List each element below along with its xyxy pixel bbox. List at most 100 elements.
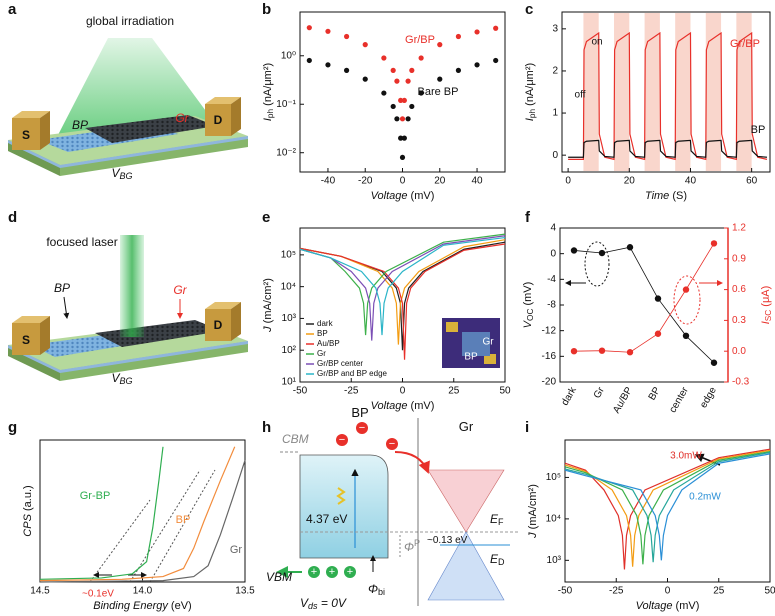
gr-label: Gr	[173, 283, 187, 297]
annotation: 0.2mW	[689, 492, 721, 503]
y-tick-label: 10⁵	[546, 472, 561, 483]
data-point	[394, 116, 400, 122]
inset-electrode	[484, 354, 496, 364]
text-run: (mA/cm²)	[262, 278, 274, 326]
y-tick-label: 10⁵	[281, 250, 296, 261]
x-axis-label: Time (S)	[645, 190, 687, 202]
data-point	[405, 116, 411, 122]
x-tick-label: 25	[448, 386, 460, 397]
x-tick-label: 0	[565, 176, 571, 187]
text-run: P	[414, 538, 420, 548]
x-tick-label: 25	[713, 586, 725, 597]
y-tick-label: 3	[552, 23, 558, 34]
series-label: Gr	[230, 544, 243, 556]
annotation: BP	[464, 352, 478, 363]
laser-beam	[120, 235, 144, 337]
hole-sign: +	[347, 566, 353, 578]
text-run: (a.u.)	[22, 485, 34, 514]
panel-label: i	[525, 419, 529, 436]
text-run: (mV)	[673, 600, 700, 612]
text-run: E	[490, 552, 499, 566]
data-point	[493, 25, 499, 31]
data-point	[343, 67, 350, 73]
text-run: I	[262, 118, 274, 121]
hole-sign: +	[329, 566, 335, 578]
y-tick-label: 10⁴	[546, 514, 561, 525]
y-tick-label: 10²	[282, 345, 297, 356]
x-axis-label: Voltage (mV)	[636, 600, 700, 612]
legend-label: BP	[317, 329, 328, 338]
on-period	[644, 13, 660, 171]
gate-label: VBG	[111, 371, 132, 386]
data-point	[682, 286, 690, 293]
y-tick-label: -16	[542, 351, 557, 362]
caption: global irradiation	[86, 14, 174, 28]
data-point	[405, 78, 411, 84]
isc-ellipse	[673, 275, 701, 325]
text-run: Gr	[175, 111, 189, 125]
drain-label: D	[214, 318, 223, 332]
annotation: 3.0mW	[670, 451, 702, 462]
plot-frame	[561, 11, 771, 173]
text-run: D	[214, 113, 223, 127]
y-tick-label: 10⁰	[281, 50, 296, 61]
data-point	[409, 103, 415, 110]
x-tick-label: 20	[624, 176, 636, 187]
voc-ellipse	[584, 241, 610, 287]
text-run: Voltage	[371, 400, 408, 412]
series-label: BP	[176, 514, 191, 526]
series-line	[299, 235, 506, 341]
data-point	[710, 240, 718, 247]
x-tick-label: 60	[746, 176, 758, 187]
text-run: (mV)	[408, 400, 435, 412]
text-run: (nA/μm²)	[262, 63, 274, 109]
y-axis-label: J (mA/cm²)	[262, 278, 274, 333]
y-tick-label: 10¹	[282, 377, 297, 388]
y-tick-label: -4	[547, 274, 556, 285]
source-label: S	[22, 333, 30, 347]
data-point	[654, 330, 662, 337]
series-line	[39, 446, 164, 580]
data-point	[598, 347, 606, 354]
on-period	[614, 13, 630, 171]
phi-bi-label: Φbi	[368, 582, 385, 597]
data-point	[455, 67, 462, 73]
series-line	[573, 243, 715, 353]
series-line	[564, 453, 771, 561]
data-point	[626, 349, 634, 356]
x-tick-label: 50	[764, 586, 775, 597]
device-illustration-a: global irradiation S D BP Gr VBG	[8, 14, 248, 181]
y2-axis-label: ISC (μA)	[760, 286, 773, 325]
x-tick-label: 40	[685, 176, 697, 187]
data-point	[474, 29, 480, 35]
data-point	[398, 135, 404, 141]
x-tick-label: -25	[344, 386, 359, 397]
data-point	[399, 154, 406, 161]
text-run: (mV)	[522, 282, 534, 309]
data-point	[437, 76, 443, 82]
legend-label: Au/BP	[317, 339, 340, 348]
text-run: BG	[120, 376, 133, 386]
data-point	[654, 295, 662, 302]
y2-tick-label: 0.6	[732, 284, 746, 295]
series-label: Bare BP	[418, 86, 459, 98]
inset-electrode	[446, 322, 458, 332]
text-run: BP	[72, 118, 88, 132]
text-run: Time	[645, 190, 669, 202]
legend-label: Gr	[317, 349, 326, 358]
y-tick-label: 10⁴	[281, 281, 296, 292]
data-point	[570, 348, 578, 355]
data-point	[455, 33, 462, 40]
text-run: V	[522, 319, 534, 328]
on-period	[675, 13, 691, 171]
cbm-label: CBM	[282, 432, 309, 446]
x-tick-label: edge	[698, 385, 719, 410]
panel-label: c	[525, 1, 533, 18]
x-tick-label: 0	[665, 586, 671, 597]
x-tick-label: 40	[471, 176, 483, 187]
text-run: SC	[764, 310, 773, 322]
panel-label: f	[525, 209, 531, 226]
y-tick-label: 1	[552, 108, 558, 119]
x-tick-label: dark	[560, 384, 580, 407]
caption: focused laser	[46, 235, 117, 249]
